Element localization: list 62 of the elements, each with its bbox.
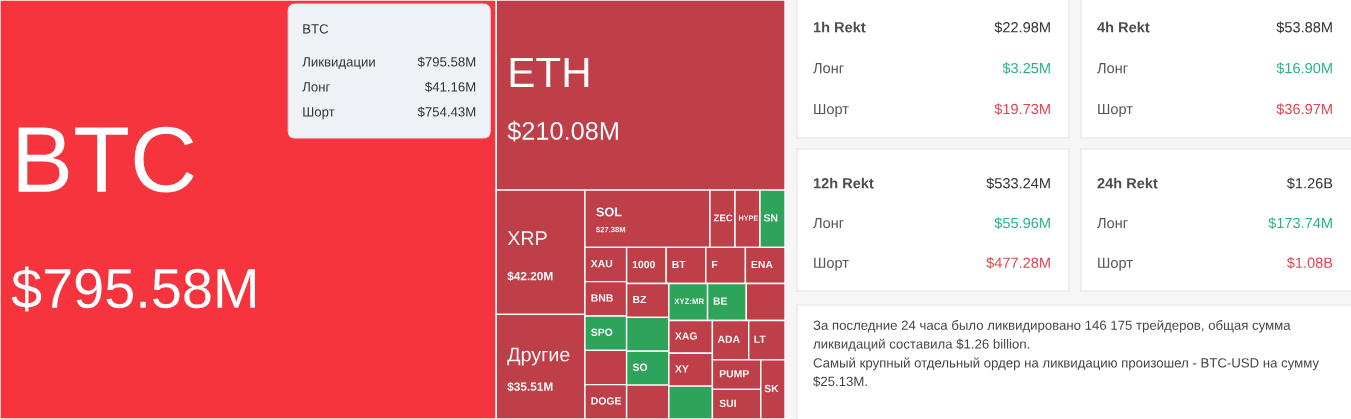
text: $173.74M — [1268, 217, 1332, 230]
text: 12h Rekt — [813, 177, 874, 189]
text: $16.90M — [1276, 62, 1332, 75]
category-label: ENA — [751, 260, 773, 269]
text: 24h Rekt — [1097, 177, 1158, 189]
text: Самый крупный отдельный ордер на ликвидацию произошел - BTC-USD на сумму $25.13M. — [813, 357, 1320, 387]
category-label: Шорт — [814, 104, 849, 118]
data-label: $35.51M — [507, 381, 553, 392]
category-label: DOGE — [591, 397, 622, 405]
text: $533.24M — [986, 177, 1050, 190]
category-label: SO — [632, 363, 648, 371]
text: 1h Rekt — [813, 21, 866, 33]
text: Ликвидации — [302, 57, 375, 70]
text: $1.26B — [1286, 177, 1333, 190]
category-label: F — [712, 260, 718, 269]
category-label: SPO — [591, 328, 613, 336]
text: $795.58M — [417, 56, 476, 68]
category-label: Лонг — [1097, 63, 1128, 74]
category-label: Лонг — [1097, 218, 1128, 229]
category-label: SK — [764, 384, 779, 393]
category-label: Шорт — [1098, 104, 1133, 118]
text: Шорт — [303, 107, 335, 120]
category-label: BE — [713, 297, 728, 305]
category-label: BT — [672, 260, 686, 269]
category-label: SN — [763, 214, 778, 222]
text: $477.28M — [986, 256, 1050, 269]
category-label: Лонг — [813, 218, 844, 229]
data-label: $210.08M — [507, 120, 618, 142]
text: $41.16M — [425, 81, 476, 93]
text: $55.96M — [994, 217, 1050, 230]
text: За последние 24 часа было ликвидировано 146 175 трейдеров, общая сумма ликвидаций составила $1.26 billion. — [813, 320, 1291, 352]
category-label: SUI — [719, 399, 736, 408]
category-label: 1000 — [632, 260, 655, 269]
category-label: Другие — [507, 347, 570, 366]
category-label: ETH — [510, 57, 589, 87]
text: 4h Rekt — [1097, 21, 1150, 33]
text: $1.08B — [1286, 256, 1333, 269]
category-label: BZ — [633, 295, 647, 304]
text: Лонг — [302, 82, 330, 92]
category-label: XRP — [507, 231, 547, 245]
category-label: BNB — [591, 294, 613, 302]
text: $22.98M — [994, 21, 1050, 34]
category-label: BTC — [18, 126, 194, 193]
category-label: LT — [754, 335, 766, 343]
category-label: Шорт — [1098, 257, 1133, 271]
text: $754.43M — [417, 106, 476, 118]
data-label: $42.20M — [507, 271, 553, 282]
category-label: ZEC — [713, 214, 733, 222]
text: $36.97M — [1276, 103, 1332, 116]
category-label: ADA — [717, 335, 740, 343]
data-label: $795.58M — [11, 266, 255, 312]
text: $3.25M — [1002, 62, 1050, 75]
category-label: Лонг — [813, 63, 844, 74]
category-label: SOL — [596, 207, 622, 217]
category-label: Шорт — [814, 257, 849, 271]
category-label: XAU — [590, 260, 613, 268]
text: $53.88M — [1276, 21, 1332, 34]
category-label: PUMP — [719, 370, 749, 378]
text: $19.73M — [994, 103, 1050, 116]
category-label: XY — [675, 365, 689, 373]
text: BTC — [303, 24, 329, 34]
category-label: XAG — [675, 332, 697, 340]
